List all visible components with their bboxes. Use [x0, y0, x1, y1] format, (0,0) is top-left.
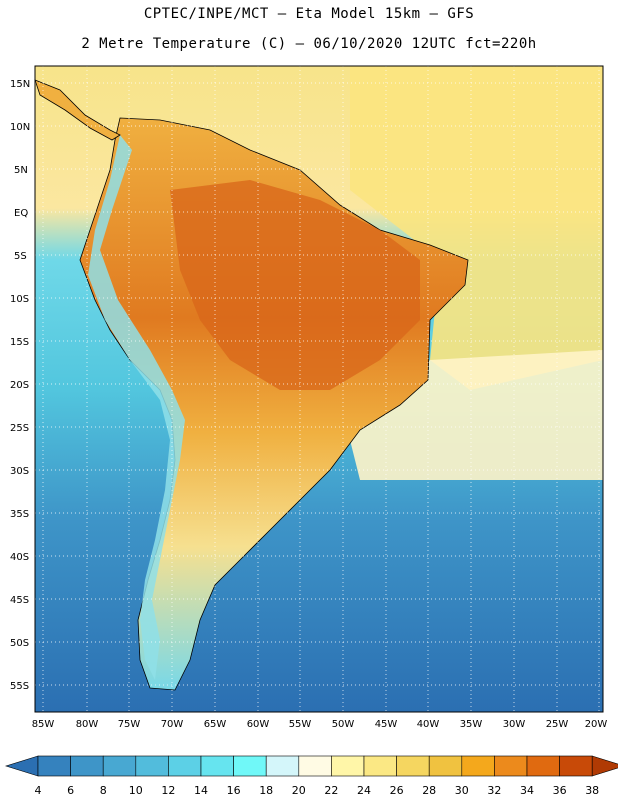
temperature-map: 15N 10N 5N EQ 5S 10S 15S 20S 25S 30S 35S…	[10, 65, 608, 730]
colorbar-label: 32	[487, 784, 501, 797]
colorbar-swatch	[461, 755, 495, 777]
colorbar-swatch	[102, 755, 137, 777]
colorbar-label: 26	[390, 784, 404, 797]
colorbar-swatch	[168, 755, 202, 777]
colorbar-swatch	[70, 755, 104, 777]
lat-label: 55S	[10, 681, 29, 692]
lon-label: 65W	[204, 719, 227, 730]
lon-label: 20W	[585, 719, 608, 730]
colorbar-swatch	[526, 755, 560, 777]
lat-label: 15N	[10, 79, 30, 90]
colorbar-arrow-low	[4, 755, 39, 777]
latitude-labels: 15N 10N 5N EQ 5S 10S 15S 20S 25S 30S 35S…	[10, 79, 30, 692]
lat-label: 10N	[10, 122, 30, 133]
colorbar-swatch	[37, 755, 71, 777]
colorbar-labels: 4 6 8 10 12 14 16 18 20 22 24 26 28 30 32 34 36 38	[35, 784, 600, 797]
lat-label: 5N	[14, 165, 28, 176]
atlantic-warm-band	[350, 66, 603, 390]
lat-label: 20S	[10, 380, 29, 391]
lon-label: 35W	[460, 719, 483, 730]
lon-label: 45W	[375, 719, 398, 730]
lat-label: 45S	[10, 595, 29, 606]
lon-label: 40W	[417, 719, 440, 730]
colorbar-swatches	[4, 755, 618, 777]
colorbar-label: 22	[324, 784, 338, 797]
central-america-land	[34, 79, 121, 141]
latitude-grid	[35, 82, 603, 686]
colorbar-swatch	[363, 755, 397, 777]
colorbar-swatch	[331, 755, 365, 777]
lat-label: 25S	[10, 423, 29, 434]
colorbar-label: 20	[292, 784, 306, 797]
lon-label: 30W	[503, 719, 526, 730]
colorbar-label: 10	[129, 784, 143, 797]
colorbar-label: 38	[585, 784, 599, 797]
colorbar: 4 6 8 10 12 14 16 18 20 22 24 26 28 30 32 34 36 38	[4, 755, 618, 797]
colorbar-label: 12	[161, 784, 175, 797]
title-line-2: 2 Metre Temperature (C) – 06/10/2020 12U…	[81, 36, 537, 52]
colorbar-label: 28	[422, 784, 436, 797]
colorbar-label: 6	[67, 784, 74, 797]
colorbar-label: 24	[357, 784, 371, 797]
longitude-labels: 85W 80W 75W 70W 65W 60W 55W 50W 45W 40W …	[32, 719, 608, 730]
colorbar-swatch	[298, 755, 332, 777]
colorbar-label: 16	[227, 784, 241, 797]
colorbar-swatch	[494, 755, 528, 777]
colorbar-label: 34	[520, 784, 534, 797]
lon-label: 70W	[161, 719, 184, 730]
lat-label: 50S	[10, 638, 29, 649]
hot-interior	[170, 180, 420, 390]
colorbar-swatch	[200, 755, 234, 777]
lat-label: 35S	[10, 509, 29, 520]
colorbar-label: 8	[100, 784, 107, 797]
lat-label: 5S	[14, 251, 27, 262]
map-border	[34, 65, 604, 713]
lat-label: EQ	[14, 208, 28, 219]
colorbar-label: 18	[259, 784, 273, 797]
lon-label: 85W	[32, 719, 55, 730]
lon-label: 75W	[118, 719, 141, 730]
colorbar-swatch	[233, 755, 267, 777]
colorbar-label: 30	[455, 784, 469, 797]
andes-cool-strip	[88, 135, 185, 680]
lat-label: 30S	[10, 466, 29, 477]
lon-label: 25W	[546, 719, 569, 730]
title-line-1: CPTEC/INPE/MCT – Eta Model 15km – GFS	[143, 6, 475, 22]
colorbar-swatch	[428, 755, 463, 777]
colorbar-arrow-high	[591, 755, 618, 777]
lat-label: 40S	[10, 552, 29, 563]
colorbar-swatch	[396, 755, 430, 777]
lat-label: 15S	[10, 337, 29, 348]
colorbar-label: 36	[553, 784, 567, 797]
lon-label: 55W	[289, 719, 312, 730]
colorbar-swatch	[559, 755, 593, 777]
lon-label: 60W	[247, 719, 270, 730]
colorbar-label: 14	[194, 784, 208, 797]
lon-label: 50W	[332, 719, 355, 730]
colorbar-label: 4	[35, 784, 42, 797]
colorbar-swatch	[265, 755, 300, 777]
lat-label: 10S	[10, 294, 29, 305]
lon-label: 80W	[76, 719, 99, 730]
colorbar-swatch	[135, 755, 169, 777]
